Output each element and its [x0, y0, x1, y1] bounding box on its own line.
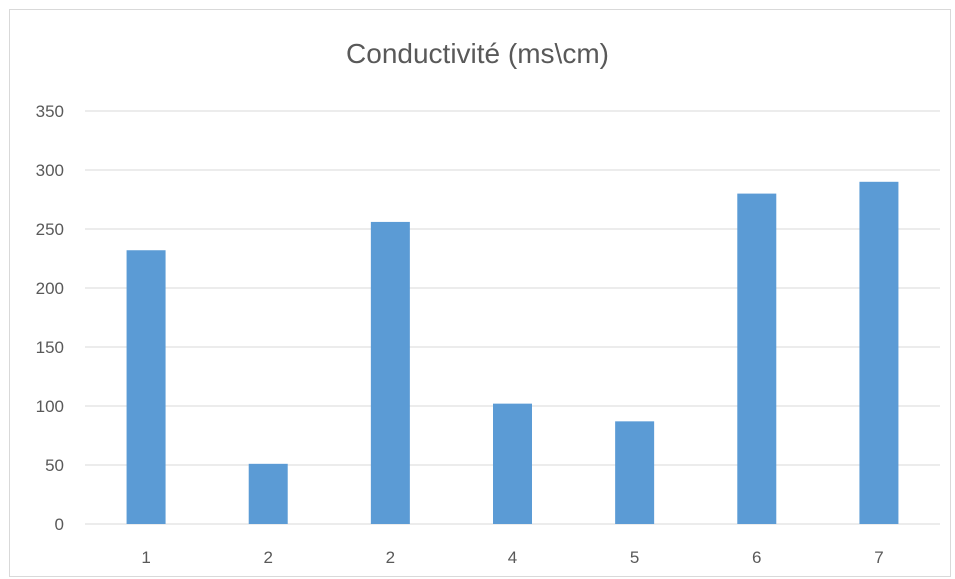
bar	[126, 250, 166, 525]
x-tick-label: 1	[141, 548, 150, 567]
chart-frame	[9, 9, 951, 577]
x-tick-label: 2	[386, 548, 395, 567]
x-tick-label: 2	[263, 548, 272, 567]
x-axis-ticks: 1 2 2 4 5 6 7	[141, 548, 883, 567]
y-tick-label: 0	[55, 515, 64, 534]
x-tick-label: 5	[630, 548, 639, 567]
bar	[737, 193, 777, 524]
bar	[248, 463, 288, 524]
bars	[126, 181, 899, 525]
bar	[493, 403, 532, 524]
bar	[370, 221, 410, 525]
x-tick-label: 6	[752, 548, 761, 567]
y-tick-label: 300	[36, 161, 64, 180]
y-tick-label: 200	[36, 279, 64, 298]
x-tick-label: 7	[874, 548, 883, 567]
chart-title: Conductivité (ms\cm)	[346, 38, 609, 69]
y-axis-ticks: 0 50 100 150 200 250 300 350	[36, 102, 64, 534]
y-tick-label: 150	[36, 338, 64, 357]
bar	[859, 181, 899, 525]
y-tick-label: 50	[45, 456, 64, 475]
bar	[615, 421, 655, 524]
x-tick-label: 4	[508, 548, 517, 567]
y-tick-label: 250	[36, 220, 64, 239]
y-tick-label: 100	[36, 397, 64, 416]
y-tick-label: 350	[36, 102, 64, 121]
